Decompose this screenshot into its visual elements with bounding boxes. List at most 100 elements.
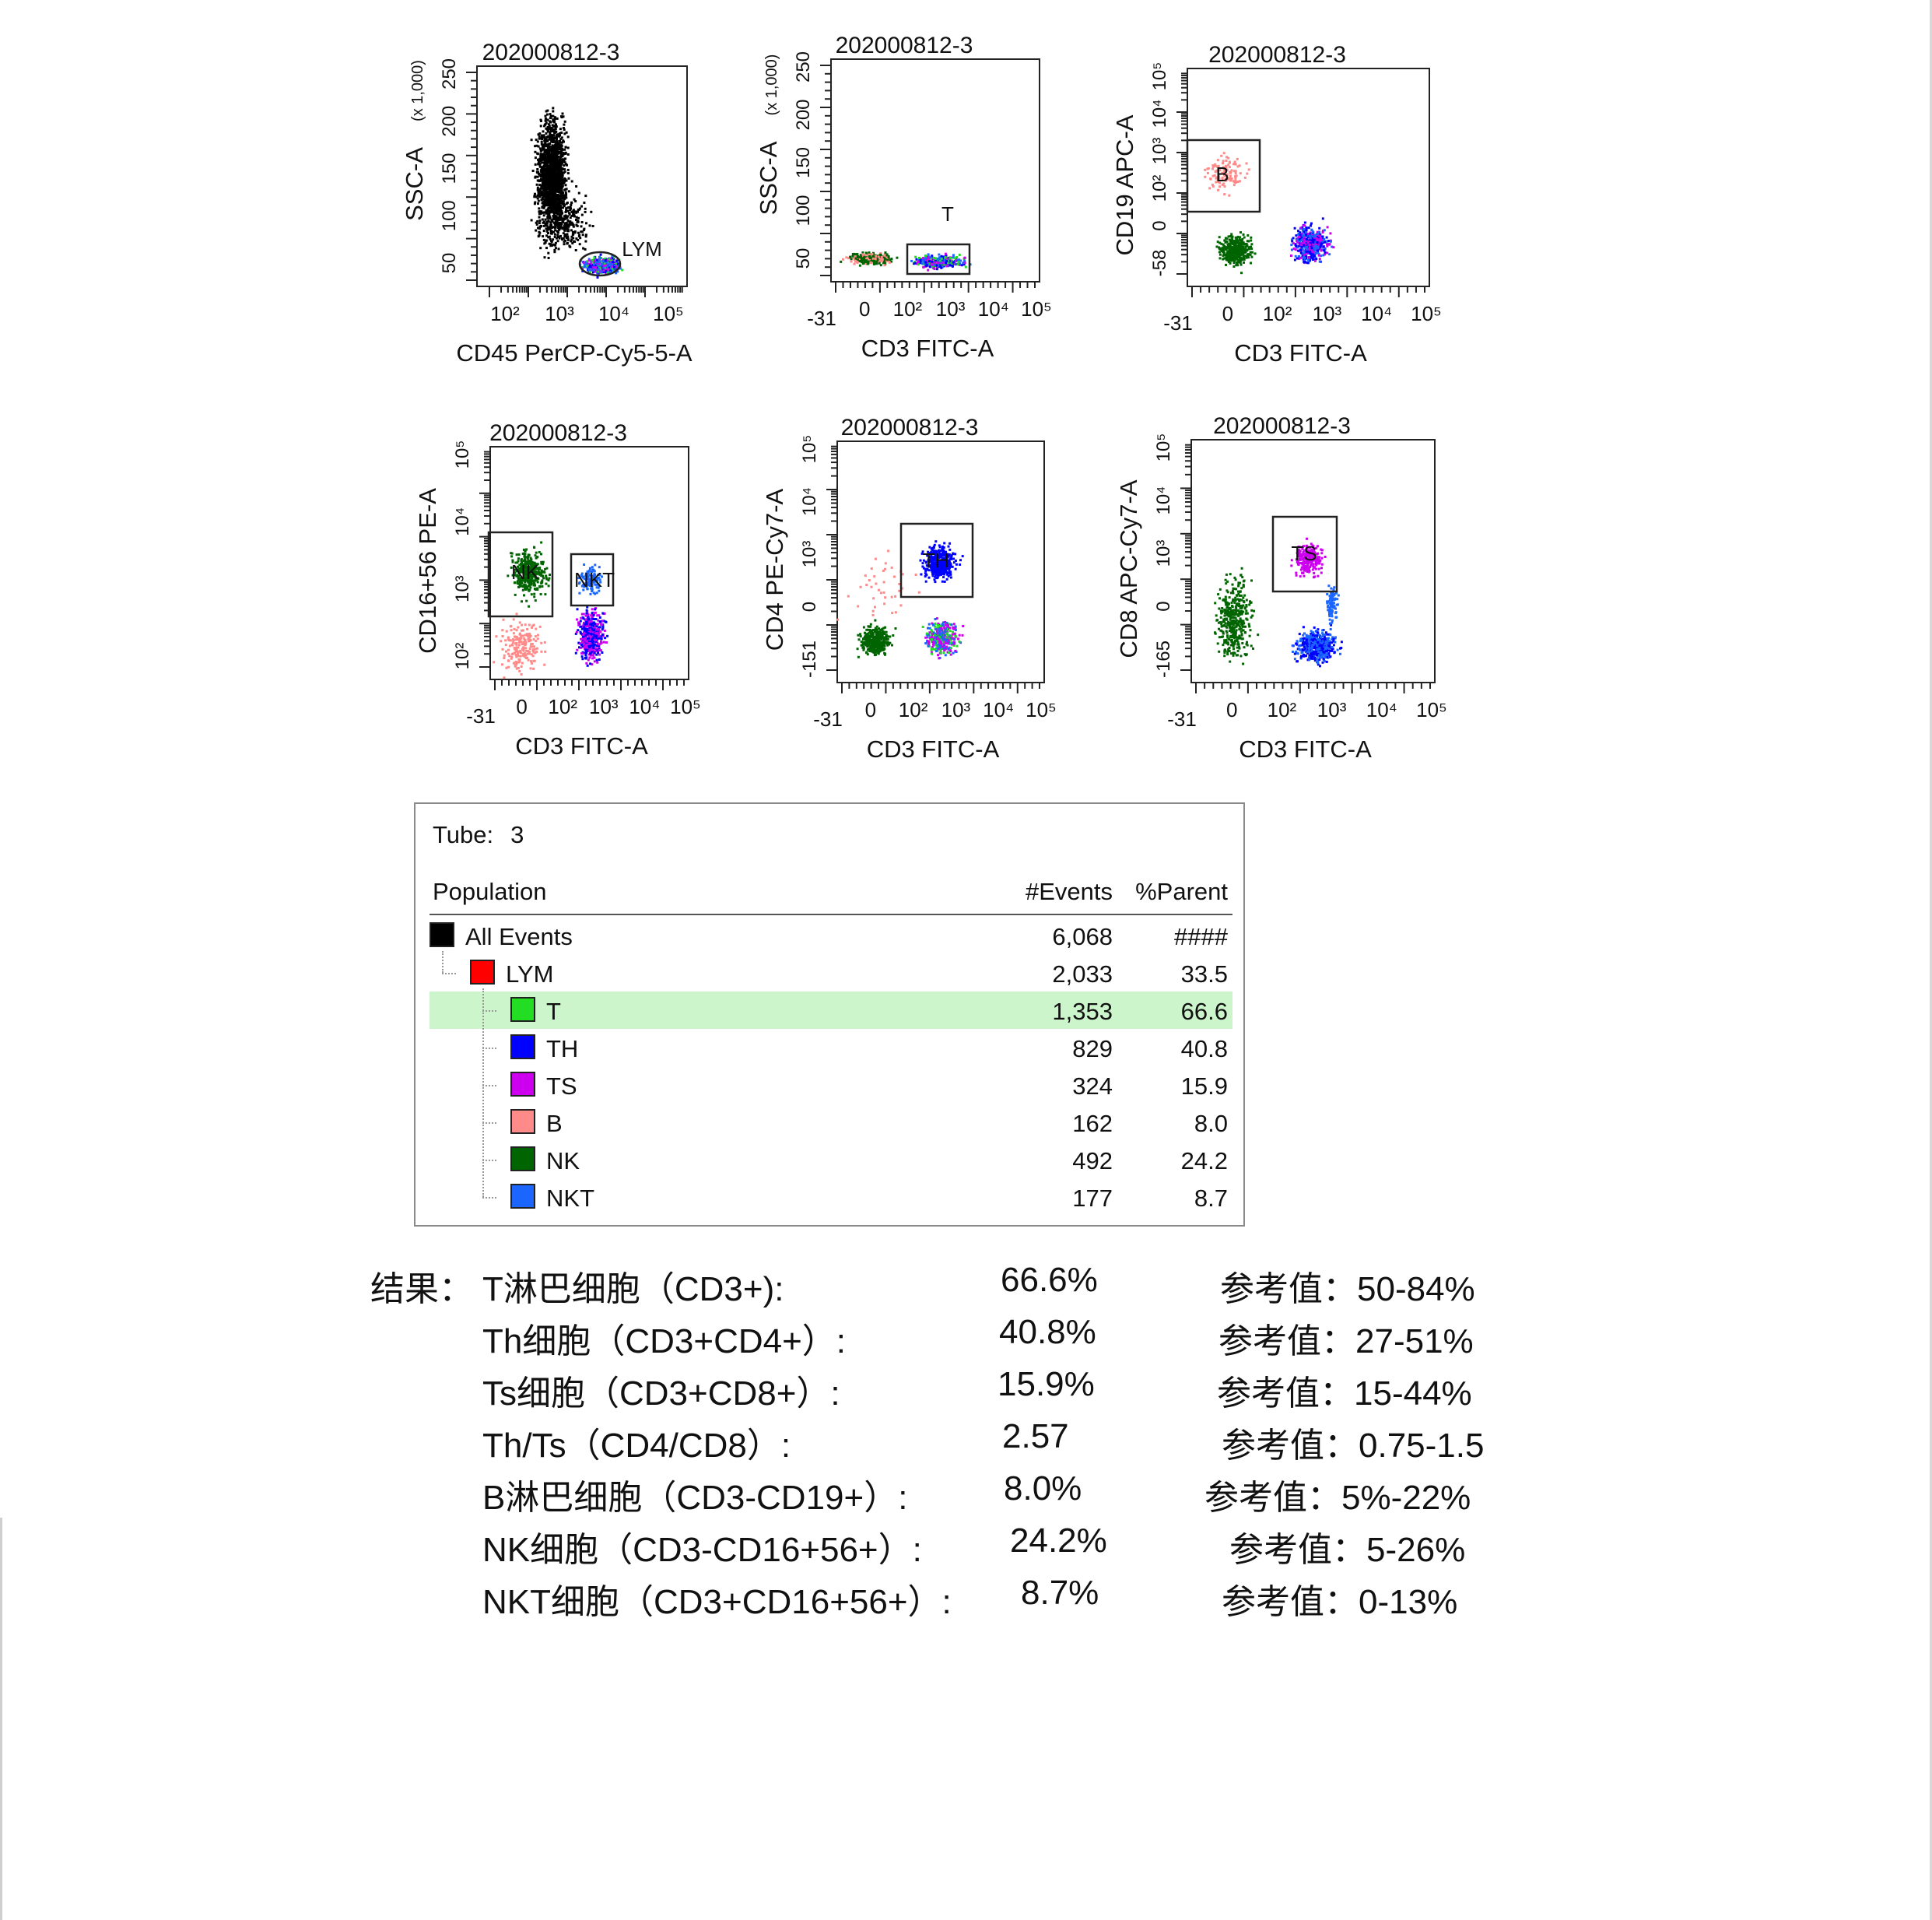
event-dot <box>545 204 549 207</box>
event-dot <box>1310 244 1313 247</box>
event-dot <box>516 581 519 584</box>
event-dot <box>513 581 516 584</box>
event-dot <box>1233 258 1236 261</box>
event-dot <box>887 254 890 258</box>
event-dot <box>562 194 564 197</box>
event-dot <box>1319 244 1322 247</box>
event-dot <box>535 563 538 566</box>
event-dot <box>1318 231 1320 234</box>
event-dot <box>868 251 871 254</box>
event-dot <box>943 259 946 262</box>
gate-b[interactable] <box>1186 139 1261 213</box>
event-dot <box>547 159 549 162</box>
event-dot <box>1295 237 1298 240</box>
event-dot <box>570 229 573 232</box>
event-dot <box>561 112 564 115</box>
event-dot <box>1218 177 1221 181</box>
event-dot <box>861 262 864 265</box>
event-dot <box>1306 233 1310 236</box>
event-dot <box>882 261 885 265</box>
event-dot <box>1314 251 1317 254</box>
event-dot <box>1222 166 1225 169</box>
event-dot <box>534 163 537 166</box>
event-dot <box>529 575 532 578</box>
event-dot <box>1242 233 1245 236</box>
event-dot <box>1323 249 1326 252</box>
event-dot <box>1298 236 1300 239</box>
event-dot <box>552 175 555 178</box>
event-dot <box>1220 154 1223 157</box>
gate-t[interactable] <box>906 243 971 276</box>
event-dot <box>868 260 871 263</box>
event-dot <box>554 229 557 232</box>
event-dot <box>532 565 535 568</box>
event-dot <box>552 198 555 202</box>
event-dot <box>1215 245 1218 248</box>
event-dot <box>1316 238 1319 241</box>
event-dot <box>584 210 587 213</box>
event-dot <box>1244 245 1247 248</box>
event-dot <box>1303 244 1306 247</box>
event-dot <box>537 577 540 580</box>
event-dot <box>563 120 566 123</box>
event-dot <box>540 170 543 173</box>
event-dot <box>538 188 542 191</box>
event-dot <box>560 147 563 150</box>
event-dot <box>1238 164 1241 167</box>
y-tick-label: 200 <box>793 99 814 130</box>
event-dot <box>503 654 506 657</box>
event-dot <box>927 269 930 272</box>
event-dot <box>1324 251 1327 254</box>
event-dot <box>554 216 557 219</box>
event-dot <box>543 142 546 146</box>
event-dot <box>545 113 549 116</box>
gate-lym[interactable] <box>578 251 622 277</box>
event-dot <box>947 265 950 268</box>
event-dot <box>552 134 556 137</box>
event-dot <box>856 260 859 263</box>
event-dot <box>573 230 577 233</box>
y-axis-label: SSC-A <box>755 141 782 215</box>
event-dot <box>534 150 537 153</box>
event-dot <box>1325 236 1328 239</box>
event-dot <box>552 157 555 160</box>
event-dot <box>545 189 548 192</box>
event-dot <box>1316 241 1319 244</box>
event-dot <box>611 254 614 258</box>
event-dot <box>544 117 547 120</box>
event-dot <box>591 271 594 274</box>
event-dot <box>551 140 554 143</box>
event-dot <box>538 172 540 175</box>
event-dot <box>560 144 563 147</box>
y-tick-label: 10² <box>452 643 473 670</box>
event-dot <box>536 197 539 200</box>
event-dot <box>544 179 547 182</box>
event-dot <box>510 555 514 558</box>
event-dot <box>517 586 521 588</box>
event-dot <box>549 225 552 228</box>
event-dot <box>548 145 551 148</box>
event-dot <box>563 123 566 126</box>
event-dot <box>944 256 947 259</box>
event-dot <box>556 142 559 145</box>
event-dot <box>517 655 520 658</box>
event-dot <box>946 261 949 265</box>
event-dot <box>873 259 876 262</box>
event-dot <box>544 123 547 126</box>
event-dot <box>1321 217 1324 220</box>
event-dot <box>547 251 550 254</box>
event-dot <box>559 188 561 191</box>
event-dot <box>1318 260 1321 263</box>
event-dot <box>521 584 524 588</box>
event-dot <box>566 219 570 222</box>
event-dot <box>917 259 920 261</box>
event-dot <box>1303 254 1306 257</box>
event-dot <box>566 209 570 212</box>
event-dot <box>557 194 560 197</box>
event-dot <box>1247 256 1250 259</box>
event-dot <box>582 261 585 265</box>
event-dot <box>538 625 542 628</box>
event-dot <box>1324 240 1326 244</box>
event-dot <box>543 256 546 259</box>
event-dot <box>564 191 567 194</box>
